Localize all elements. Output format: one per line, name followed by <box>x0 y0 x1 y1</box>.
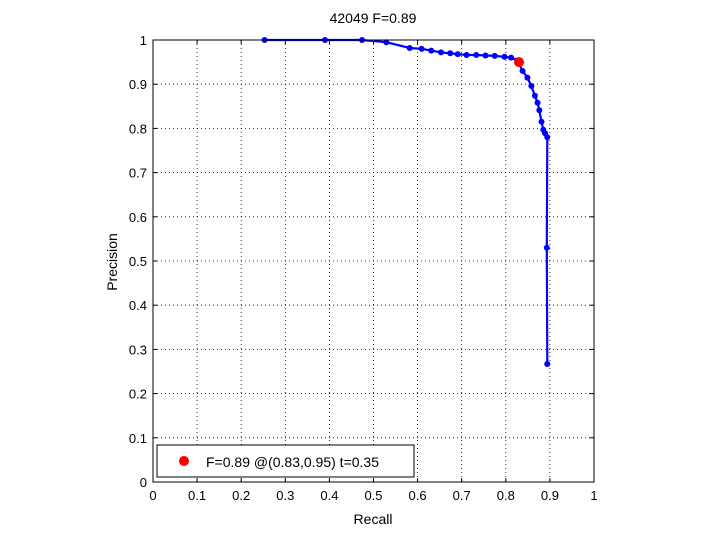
data-point <box>508 54 515 61</box>
y-tick-label: 1 <box>140 33 147 48</box>
x-tick-label: 0.1 <box>188 488 206 503</box>
x-tick-label: 1 <box>590 488 597 503</box>
y-tick-label: 0.4 <box>129 298 147 313</box>
data-point <box>531 92 538 99</box>
x-tick-label: 0.9 <box>541 488 559 503</box>
data-point <box>501 53 508 60</box>
data-point <box>544 134 551 141</box>
y-tick-label: 0.3 <box>129 342 147 357</box>
x-axis-label: Recall <box>354 511 393 527</box>
data-point <box>519 67 526 74</box>
series-layer <box>261 37 551 367</box>
x-tick-label: 0.4 <box>320 488 338 503</box>
data-point <box>538 118 545 125</box>
x-tick-label: 0.8 <box>497 488 515 503</box>
y-tick-label: 0 <box>140 475 147 490</box>
y-tick-label: 0.2 <box>129 387 147 402</box>
data-point <box>491 52 498 59</box>
x-tick-label: 0.3 <box>276 488 294 503</box>
data-point <box>482 52 489 59</box>
data-point <box>543 244 550 251</box>
legend: F=0.89 @(0.83,0.95) t=0.35 <box>156 444 415 478</box>
data-point <box>454 51 461 58</box>
grid <box>153 40 594 482</box>
axis-ticks: 0 0.1 0.2 0.3 0.4 0.5 0.6 0.7 0.8 0.9 1 0 0.1 0.2 0.3 0… <box>129 33 598 503</box>
data-point <box>544 360 551 367</box>
x-tick-label: 0.7 <box>453 488 471 503</box>
data-point <box>524 74 531 81</box>
legend-box <box>156 444 415 478</box>
data-point <box>437 49 444 56</box>
best-f-point <box>514 57 525 68</box>
data-point <box>534 99 541 106</box>
data-point <box>406 44 413 51</box>
data-point <box>418 45 425 52</box>
x-tick-label: 0.2 <box>232 488 250 503</box>
x-tick-label: 0.5 <box>364 488 382 503</box>
y-tick-label: 0.8 <box>129 121 147 136</box>
legend-label: F=0.89 @(0.83,0.95) t=0.35 <box>206 454 379 470</box>
y-tick-label: 0.7 <box>129 166 147 181</box>
data-point <box>383 39 390 46</box>
legend-marker <box>179 456 189 466</box>
data-point <box>536 107 543 114</box>
data-point <box>428 47 435 54</box>
chart-title: 42049 F=0.89 <box>330 10 417 26</box>
data-point <box>463 52 470 59</box>
data-point <box>473 52 480 59</box>
x-tick-label: 0 <box>149 488 156 503</box>
plot-frame <box>152 39 595 483</box>
y-tick-label: 0.9 <box>129 77 147 92</box>
x-tick-label: 0.6 <box>409 488 427 503</box>
y-tick-label: 0.6 <box>129 210 147 225</box>
data-point <box>528 82 535 89</box>
y-tick-label: 0.5 <box>129 254 147 269</box>
y-tick-label: 0.1 <box>129 431 147 446</box>
data-point <box>447 50 454 57</box>
y-axis-label: Precision <box>104 233 120 291</box>
